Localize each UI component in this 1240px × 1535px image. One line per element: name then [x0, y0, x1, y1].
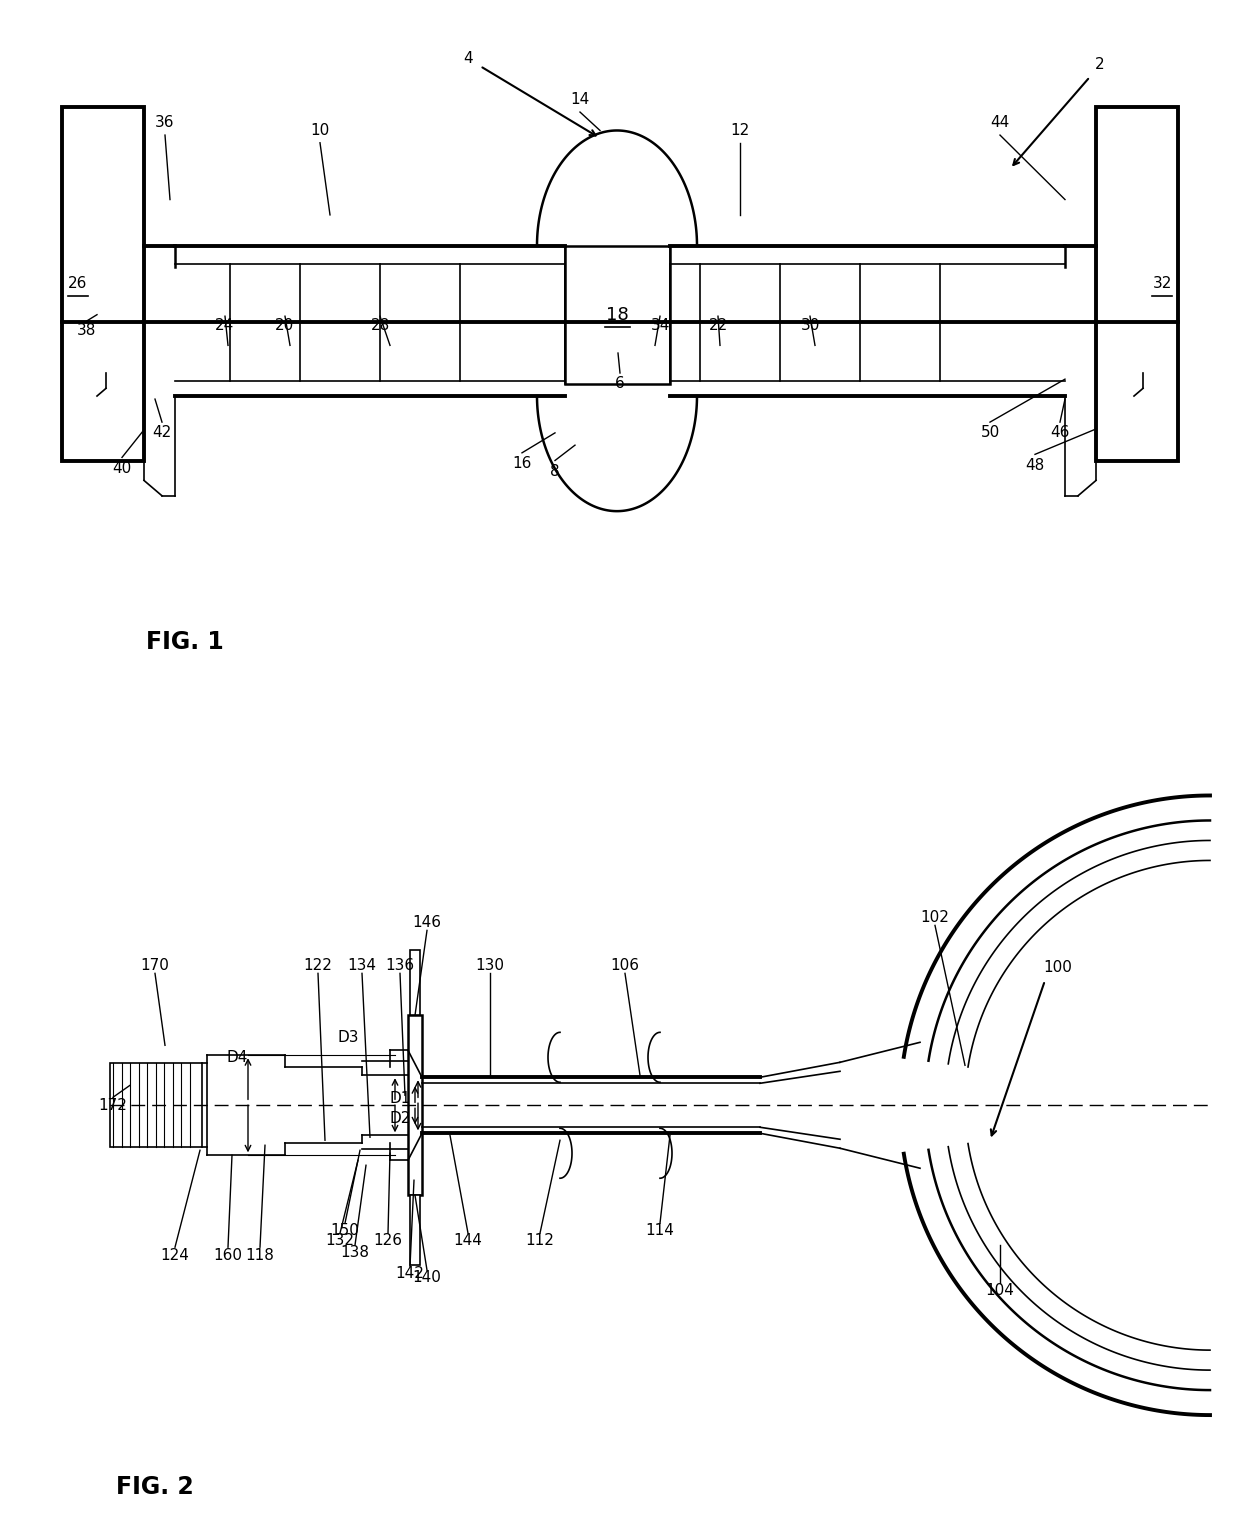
Text: 140: 140 — [413, 1269, 441, 1285]
Text: 42: 42 — [153, 425, 171, 441]
Text: 12: 12 — [730, 123, 750, 138]
Text: 150: 150 — [331, 1223, 360, 1237]
Bar — [1096, 107, 1178, 460]
Text: 118: 118 — [246, 1248, 274, 1263]
Bar — [408, 1015, 422, 1196]
Text: 22: 22 — [708, 318, 728, 333]
Text: 18: 18 — [605, 305, 629, 324]
Text: 144: 144 — [454, 1233, 482, 1248]
Text: 122: 122 — [304, 958, 332, 973]
Text: 28: 28 — [371, 318, 389, 333]
Text: 106: 106 — [610, 958, 640, 973]
Text: 126: 126 — [373, 1233, 403, 1248]
Text: 146: 146 — [413, 915, 441, 930]
Text: D1: D1 — [389, 1091, 410, 1105]
Text: 138: 138 — [341, 1245, 370, 1260]
Text: 102: 102 — [920, 910, 950, 926]
Text: 16: 16 — [512, 456, 532, 471]
Text: D3: D3 — [337, 1030, 358, 1045]
Text: 104: 104 — [986, 1283, 1014, 1297]
Text: 136: 136 — [386, 958, 414, 973]
Text: 132: 132 — [325, 1233, 355, 1248]
Text: 130: 130 — [475, 958, 505, 973]
Text: 4: 4 — [464, 51, 472, 66]
Text: D4: D4 — [227, 1050, 248, 1065]
Text: 32: 32 — [1152, 276, 1172, 292]
Text: 20: 20 — [275, 318, 295, 333]
Text: 30: 30 — [800, 318, 820, 333]
Text: 170: 170 — [140, 958, 170, 973]
Text: 36: 36 — [155, 115, 175, 130]
Text: 160: 160 — [213, 1248, 243, 1263]
Text: FIG. 2: FIG. 2 — [117, 1475, 193, 1500]
Text: 40: 40 — [113, 460, 131, 476]
Text: 44: 44 — [991, 115, 1009, 130]
Text: 24: 24 — [216, 318, 234, 333]
Text: 14: 14 — [570, 92, 590, 107]
Bar — [110, 1064, 202, 1147]
Text: 10: 10 — [310, 123, 330, 138]
Bar — [565, 246, 670, 384]
Text: 114: 114 — [646, 1223, 675, 1237]
Text: 100: 100 — [1044, 959, 1073, 975]
Text: 50: 50 — [981, 425, 999, 441]
Text: 8: 8 — [551, 464, 559, 479]
Text: 112: 112 — [526, 1233, 554, 1248]
Text: D2: D2 — [389, 1111, 410, 1125]
Bar — [410, 950, 420, 1015]
Text: 26: 26 — [68, 276, 88, 292]
Text: 172: 172 — [98, 1098, 128, 1113]
Text: 6: 6 — [615, 376, 625, 391]
Text: 34: 34 — [650, 318, 670, 333]
Text: 38: 38 — [77, 322, 97, 338]
Text: 124: 124 — [160, 1248, 190, 1263]
Bar — [410, 1196, 420, 1265]
Text: 134: 134 — [347, 958, 377, 973]
Text: 2: 2 — [1095, 57, 1105, 72]
Text: 142: 142 — [396, 1266, 424, 1280]
Text: 48: 48 — [1025, 457, 1044, 473]
Text: FIG. 1: FIG. 1 — [146, 629, 224, 654]
Text: 46: 46 — [1050, 425, 1070, 441]
Bar — [62, 107, 144, 460]
